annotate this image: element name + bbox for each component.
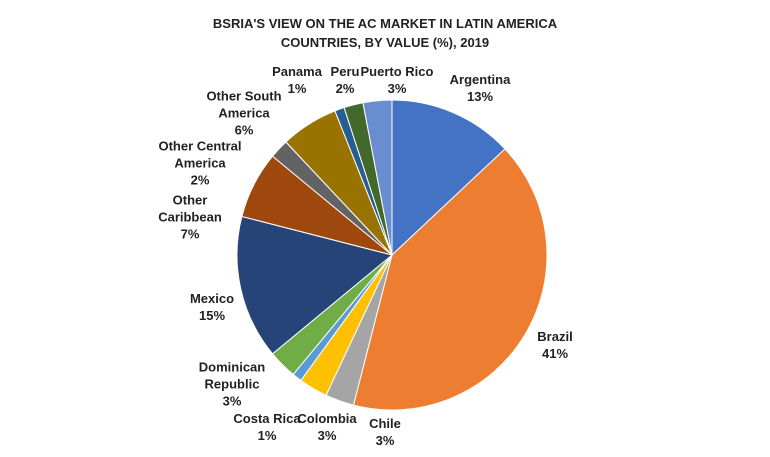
- pie-slice: [352, 148, 548, 411]
- category-label: Argentina: [449, 72, 511, 87]
- value-label: 15%: [198, 308, 226, 323]
- slice-label: Brazil 41%: [525, 328, 585, 362]
- slice-label: Panama 1%: [267, 63, 327, 97]
- value-label: 3%: [222, 393, 242, 409]
- category-label: Panama: [272, 64, 322, 79]
- slice-label: Other Caribbean 7%: [154, 192, 226, 243]
- category-label: Mexico: [189, 291, 235, 306]
- slice-label: Other South America 6%: [194, 88, 294, 139]
- category-label: Peru: [330, 64, 360, 79]
- category-label: Other Central America: [158, 138, 242, 171]
- category-label: Brazil: [537, 329, 573, 344]
- category-label: Colombia: [297, 411, 357, 426]
- value-label: 2%: [190, 172, 210, 188]
- value-label: 7%: [180, 226, 200, 242]
- value-label: 3%: [387, 81, 407, 96]
- pie-slice: [236, 215, 394, 355]
- value-label: 3%: [375, 433, 395, 448]
- slice-label: Mexico 15%: [182, 290, 242, 324]
- pie-slice: [362, 99, 393, 256]
- pie-slice: [391, 99, 506, 257]
- slice-label: Dominican Republic 3%: [192, 359, 272, 410]
- category-label: Costa Rica: [233, 411, 301, 426]
- value-label: 1%: [287, 81, 307, 96]
- slice-label: Other Central America 2%: [150, 138, 250, 189]
- slice-label: Puerto Rico 3%: [357, 63, 437, 97]
- value-label: 13%: [466, 89, 494, 104]
- category-label: Chile: [369, 416, 401, 431]
- value-label: 6%: [234, 122, 254, 138]
- category-label: Puerto Rico: [360, 64, 434, 79]
- chart-title: BSRIA'S VIEW ON THE AC MARKET IN LATIN A…: [212, 16, 558, 50]
- category-label: Dominican Republic: [198, 359, 266, 392]
- category-label: Other South America: [206, 88, 282, 121]
- value-label: 3%: [317, 428, 337, 443]
- slice-label: Costa Rica 1%: [227, 410, 307, 444]
- slice-label: Argentina 13%: [420, 71, 540, 105]
- value-label: 1%: [257, 428, 277, 443]
- slice-label: Colombia 3%: [292, 410, 362, 444]
- value-label: 2%: [335, 81, 355, 96]
- slice-label: Peru 2%: [325, 63, 365, 97]
- slice-label: Chile 3%: [360, 415, 410, 449]
- category-label: Other Caribbean: [158, 192, 222, 225]
- value-label: 41%: [541, 346, 569, 361]
